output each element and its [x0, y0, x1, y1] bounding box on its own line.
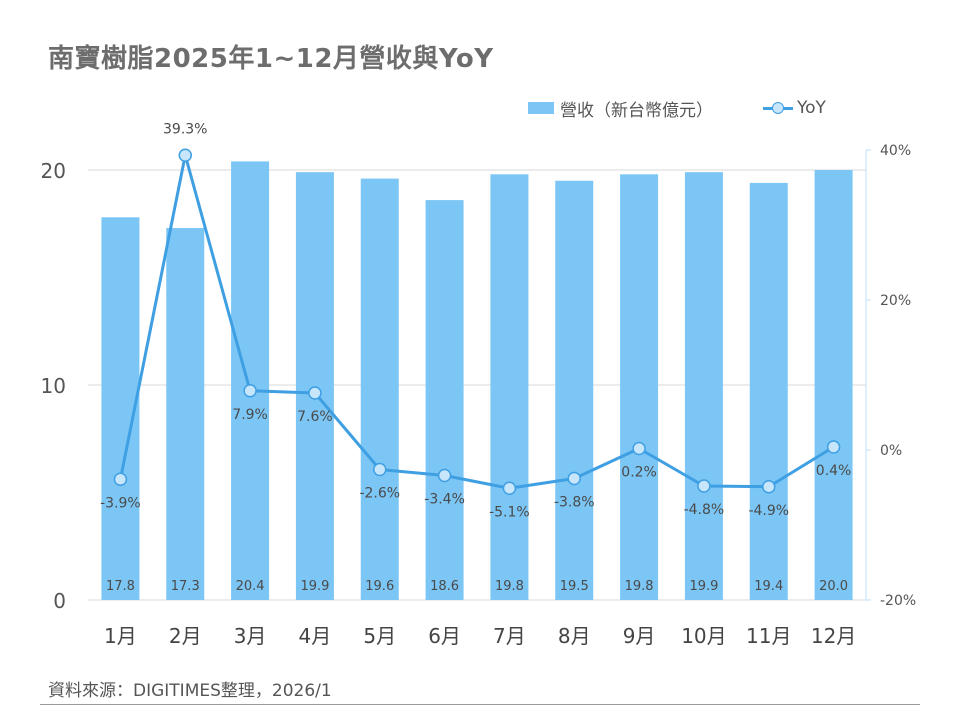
x-tick-label: 2月 [169, 624, 202, 648]
bar [425, 200, 464, 600]
x-tick-label: 12月 [811, 624, 856, 648]
bar-value-label: 19.8 [625, 579, 654, 594]
yoy-value-label: 7.9% [232, 407, 268, 423]
bar [490, 174, 529, 601]
x-tick-label: 5月 [363, 624, 396, 648]
bar-value-label: 17.3 [171, 579, 200, 594]
x-tick-label: 1月 [104, 624, 137, 648]
bar [295, 172, 334, 600]
yoy-point [697, 479, 711, 493]
yoy-point [567, 471, 581, 486]
bar-value-label: 20.4 [236, 579, 265, 594]
bar [555, 180, 594, 600]
legend-label-revenue: 營收（新台幣億元） [560, 100, 713, 121]
x-tick-label: 9月 [623, 624, 656, 648]
bar-value-label: 20.0 [819, 579, 848, 594]
x-tick-label: 6月 [428, 624, 461, 648]
bar [749, 182, 788, 600]
source-note: 資料來源：DIGITIMES整理，2026/1 [48, 681, 332, 701]
bar-value-label: 19.8 [495, 579, 524, 594]
yoy-point [632, 441, 646, 456]
yoy-point [113, 472, 128, 486]
x-tick-label: 10月 [681, 624, 726, 648]
yoy-point [826, 440, 841, 454]
y-left-tick-label: 0 [53, 589, 66, 613]
legend-item-yoy: YoY [763, 98, 826, 118]
bar-value-label: 19.9 [689, 579, 718, 594]
x-tick-label: 11月 [746, 624, 791, 648]
x-tick-label: 7月 [493, 624, 526, 648]
y-left-tick-label: 20 [41, 159, 66, 183]
legend-line-swatch [763, 102, 793, 114]
yoy-value-label: -3.4% [424, 492, 465, 508]
bar-value-label: 19.5 [560, 579, 589, 594]
legend-bar-swatch [528, 102, 554, 114]
legend-item-revenue: 營收（新台幣億元） [528, 96, 713, 121]
bar-value-label: 19.9 [300, 579, 329, 594]
yoy-value-label: 0.4% [816, 463, 852, 479]
legend-label-yoy: YoY [797, 98, 826, 118]
yoy-point [308, 386, 322, 400]
yoy-value-label: 39.3% [163, 121, 207, 137]
yoy-value-label: 7.6% [297, 409, 333, 425]
yoy-point [373, 462, 387, 477]
y-left-tick-label: 10 [41, 374, 66, 398]
bar [814, 170, 853, 600]
y-right-tick-label: 0% [880, 443, 902, 459]
yoy-value-label: -5.1% [489, 504, 530, 520]
yoy-value-label: -2.6% [359, 486, 400, 502]
yoy-point [762, 480, 776, 494]
y-right-tick-label: 20% [880, 293, 911, 309]
y-right-tick-label: -20% [880, 593, 916, 609]
yoy-value-label: -3.8% [554, 495, 595, 511]
y-right-tick-label: 40% [880, 143, 911, 159]
yoy-value-label: 0.2% [621, 465, 657, 481]
chart-title: 南寶樹脂2025年1~12月營收與YoY [48, 44, 494, 74]
yoy-point [243, 384, 257, 398]
bar [620, 174, 659, 601]
bar-value-label: 18.6 [430, 579, 459, 594]
yoy-point [502, 481, 517, 495]
yoy-point [437, 468, 452, 483]
bar-value-label: 19.4 [754, 579, 783, 594]
bar-value-label: 19.6 [365, 579, 394, 594]
bar [360, 178, 399, 600]
bar-value-label: 17.8 [106, 579, 135, 594]
legend: 營收（新台幣億元） YoY [528, 96, 876, 121]
yoy-value-label: -4.8% [684, 502, 725, 518]
x-tick-label: 4月 [299, 624, 332, 648]
yoy-value-label: -3.9% [100, 495, 141, 511]
yoy-point [178, 148, 192, 162]
bar [166, 228, 205, 601]
yoy-line [118, 153, 835, 490]
x-tick-label: 3月 [234, 624, 267, 648]
yoy-value-label: -4.9% [748, 503, 789, 519]
bottom-rule [40, 704, 920, 705]
bar [684, 172, 723, 600]
bar [231, 161, 270, 600]
x-tick-label: 8月 [558, 624, 591, 648]
